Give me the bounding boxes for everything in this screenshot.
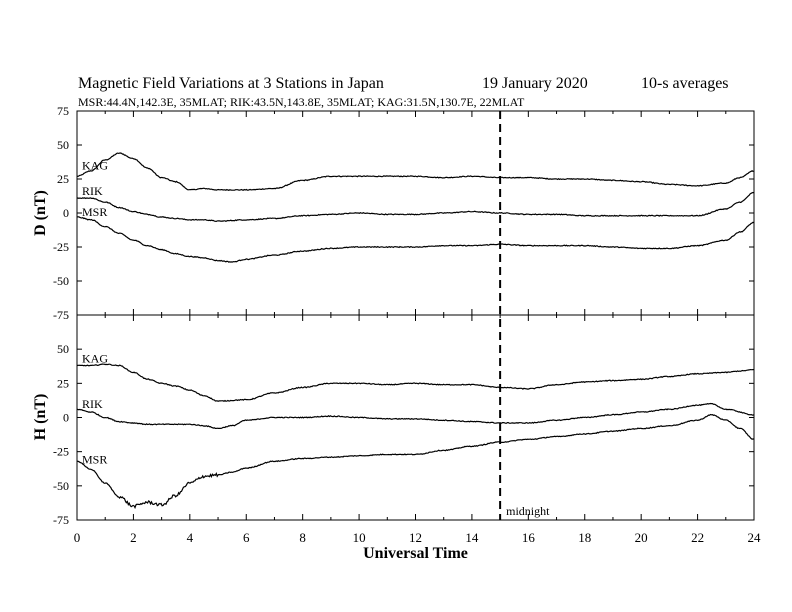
x-tick-label: 8 [299, 530, 306, 545]
chart-title: Magnetic Field Variations at 3 Stations … [78, 75, 384, 92]
x-tick-label: 6 [243, 530, 250, 545]
x-axis-label: Universal Time [363, 545, 468, 562]
series-kag-label: KAG [82, 159, 108, 173]
y-tick-label: 50 [57, 138, 69, 152]
y-tick-label: 25 [57, 376, 69, 390]
y-axis-label: H (nT) [32, 394, 49, 441]
chart-date: 19 January 2020 [482, 75, 588, 92]
x-tick-label: 4 [187, 530, 194, 545]
y-axis-label: D (nT) [32, 190, 49, 236]
x-tick-label: 2 [130, 530, 137, 545]
x-tick-label: 0 [74, 530, 81, 545]
series-msr-line [76, 413, 755, 510]
y-tick-label: 25 [57, 172, 69, 186]
series-rik-label: RIK [82, 397, 103, 411]
x-tick-label: 24 [748, 530, 762, 545]
series-kag-line [76, 363, 755, 403]
x-tick-label: 12 [409, 530, 422, 545]
x-tick-label: 10 [353, 530, 366, 545]
series-msr-label: MSR [82, 453, 107, 467]
series-kag-label: KAG [82, 352, 108, 366]
series-rik-label: RIK [82, 184, 103, 198]
midnight-label: midnight [506, 504, 550, 518]
panel-frame [76, 110, 755, 316]
series-kag-line [76, 152, 755, 191]
y-tick-label: -25 [53, 240, 69, 254]
y-tick-label: 0 [63, 411, 69, 425]
y-tick-label: -75 [53, 513, 69, 527]
y-tick-label: -50 [53, 274, 69, 288]
y-tick-label: 0 [63, 206, 69, 220]
d-component-panel: -75 -50 -25 0 25 50 75 D (nT) KAG RIK MSR [32, 104, 755, 322]
x-tick-label: 14 [465, 530, 479, 545]
series-msr-label: MSR [82, 205, 107, 219]
x-tick-label: 22 [691, 530, 704, 545]
y-tick-label: 50 [57, 342, 69, 356]
series-rik-line [76, 191, 755, 223]
x-tick-label: 20 [635, 530, 648, 545]
x-tick-label: 18 [578, 530, 591, 545]
series-msr-line [76, 216, 755, 263]
chart-overlay: midnight [499, 111, 550, 520]
x-tick-label: 16 [522, 530, 536, 545]
y-tick-label: -75 [53, 308, 69, 322]
station-coordinates: MSR:44.4N,142.3E, 35MLAT; RIK:43.5N,143.… [78, 95, 525, 109]
y-tick-label: -25 [53, 445, 69, 459]
y-tick-label: -50 [53, 479, 69, 493]
chart-averaging: 10-s averages [641, 75, 729, 92]
y-tick-label: 75 [57, 104, 69, 118]
series-rik-line [76, 402, 755, 429]
panel-frame [76, 314, 755, 521]
